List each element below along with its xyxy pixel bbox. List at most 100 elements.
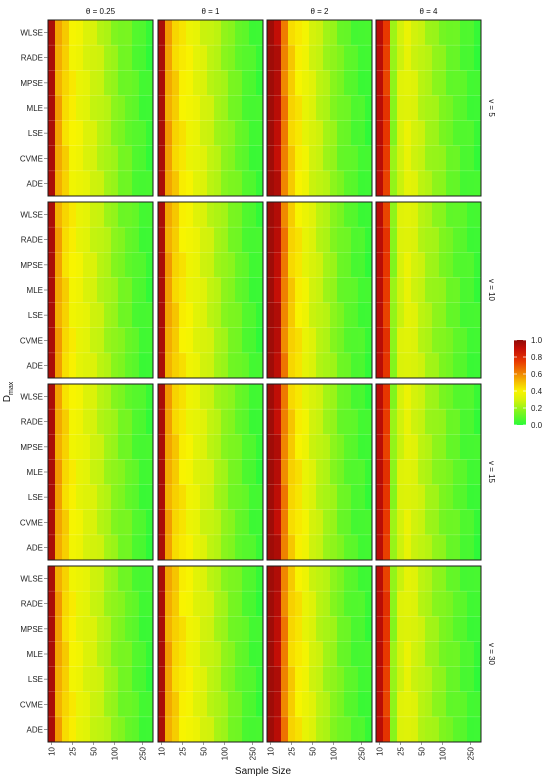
y-axis-title: Dmax [2,381,15,402]
heatmap-cell [249,691,257,718]
heatmap-cell [390,484,398,511]
heatmap-cell [376,716,384,743]
heatmap-cell [55,591,63,617]
heatmap-cell [125,302,133,329]
heatmap-cell [432,352,440,379]
heatmap-cell [411,352,419,379]
heatmap-cell [460,227,468,253]
heatmap-cell [76,227,84,253]
heatmap-cell [404,409,412,435]
heatmap-cell [97,484,105,511]
heatmap-cell [207,666,215,693]
heatmap-cell [221,70,229,96]
y-tick-label: MPSE [20,625,43,634]
heatmap-cell [376,434,384,460]
heatmap-cell [139,277,147,303]
heatmap-cell [411,384,419,410]
heatmap-cell [411,277,419,303]
heatmap-cell [267,691,275,718]
heatmap-cell [295,534,303,561]
heatmap-cell [404,120,412,147]
heatmap-cell [274,484,282,511]
heatmap-cell [104,534,112,561]
heatmap-cell [337,616,345,642]
heatmap-cell [139,302,147,329]
heatmap-cell [418,170,426,197]
heatmap-cell [97,534,105,561]
y-tick-label: MLE [27,468,43,477]
heatmap-cell [118,352,126,379]
heatmap-cell [281,509,289,536]
heatmap-cell [249,145,257,172]
heatmap-cell [90,227,98,253]
heatmap-cell [242,20,250,46]
heatmap-cell [55,641,63,667]
heatmap-cell [132,45,140,71]
heatmap-cell [249,352,257,379]
heatmap-cell [323,409,331,435]
heatmap-cell [460,45,468,71]
heatmap-cell [323,327,331,354]
heatmap-cell [425,70,433,96]
heatmap-cell [165,95,173,121]
heatmap-cell [186,616,194,642]
heatmap-cell [439,70,447,96]
heatmap-cell [235,691,243,718]
heatmap-cell [139,459,147,485]
heatmap-cell [90,120,98,147]
heatmap-cell [193,409,201,435]
heatmap-cell [397,409,405,435]
heatmap-cell [351,20,359,46]
heatmap-cell [125,145,133,172]
y-axis-title-text: Dmax [2,381,15,402]
heatmap-cell [411,641,419,667]
heatmap-cell [376,277,384,303]
heatmap-cell [158,509,166,536]
heatmap-cell [48,434,56,460]
heatmap-cell [397,666,405,693]
heatmap-cell [302,716,310,743]
heatmap-cell [267,434,275,460]
heatmap-cell [186,327,194,354]
heatmap-cell [55,327,63,354]
heatmap-cell [344,302,352,329]
heatmap-cell [83,591,91,617]
heatmap-cell [316,716,324,743]
heatmap-cell [62,409,70,435]
heatmap-cell [90,170,98,197]
heatmap-cell [76,327,84,354]
y-tick-label: MLE [27,286,43,295]
heatmap-cell [397,302,405,329]
heatmap-cell [139,616,147,642]
heatmap-cell [453,327,461,354]
heatmap-cell [397,227,405,253]
heatmap-cell [172,20,180,46]
heatmap-cell [316,616,324,642]
heatmap-cell [172,145,180,172]
heatmap-cell [235,227,243,253]
heatmap-cell [139,145,147,172]
heatmap-cell [132,591,140,617]
heatmap-cell [281,120,289,147]
heatmap-cell [432,227,440,253]
heatmap-cell [139,691,147,718]
heatmap-cell [76,384,84,410]
heatmap-cell [467,566,475,592]
heatmap-cell [172,641,180,667]
heatmap-cell [439,434,447,460]
heatmap-cell [242,691,250,718]
panel-border [375,383,482,561]
heatmap-cell [146,302,154,329]
heatmap-cell [323,70,331,96]
heatmap-cell [432,459,440,485]
heatmap-cell [425,591,433,617]
heatmap-cell [432,20,440,46]
heatmap-cell [439,145,447,172]
heatmap-cell [179,20,187,46]
heatmap-cell [358,227,366,253]
heatmap-cell [132,202,140,228]
heatmap-cell [193,434,201,460]
heatmap-cell [267,45,275,71]
heatmap-cell [90,459,98,485]
heatmap-cell [139,566,147,592]
